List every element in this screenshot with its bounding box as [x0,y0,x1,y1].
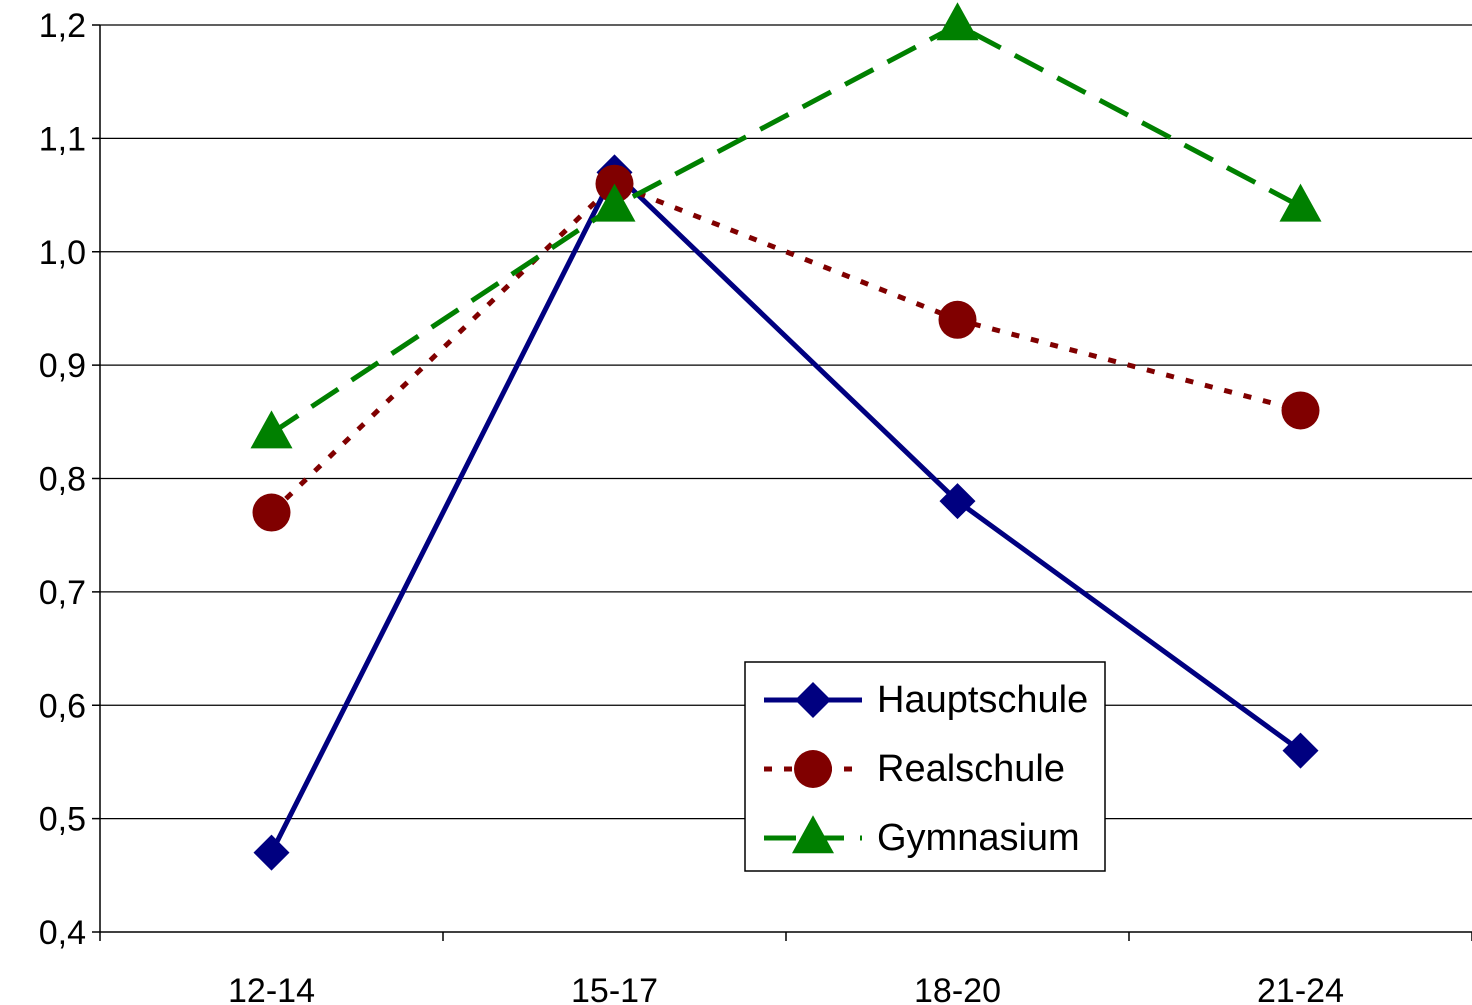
data-point-hauptschule [1282,732,1319,769]
y-tick-label: 0,9 [39,347,86,385]
x-tick-label: 18-20 [914,972,1001,1005]
x-tick-label: 12-14 [228,972,315,1005]
y-tick-label: 0,4 [39,914,86,952]
data-point-realschule [252,493,291,532]
data-point-hauptschule [939,483,976,520]
legend-label-realschule: Realschule [877,748,1065,790]
data-point-hauptschule [253,834,290,871]
data-point-gymnasium [1279,183,1322,222]
series-line-realschule [269,181,1302,515]
y-tick-label: 1,2 [39,7,86,45]
y-tick-label: 0,5 [39,801,86,839]
data-point-gymnasium [936,2,979,41]
legend-label-hauptschule: Hauptschule [877,679,1088,721]
legend-marker [795,682,831,718]
series-lines [250,2,1322,871]
y-tick-label: 1,1 [39,120,86,158]
series-line-hauptschule [269,169,1302,854]
y-tick-labels: 0,4 0,5 0,6 0,7 0,8 0,9 1,0 1,1 1,2 [39,7,86,952]
series-line-layer [269,22,1302,854]
y-tick-label: 0,6 [39,687,86,725]
legend-label-gymnasium: Gymnasium [877,817,1080,859]
axes [92,24,1472,941]
legend-marker-realschule [794,750,832,788]
data-point-gymnasium [593,183,636,222]
legend-marker-hauptschule [795,682,831,718]
y-tick-label: 0,8 [39,461,86,499]
series-line-gymnasium [270,22,1302,436]
x-tick-label: 21-24 [1257,972,1344,1005]
data-point-realschule [938,300,977,339]
data-point-gymnasium [250,410,293,449]
legend-marker-gymnasium [792,815,834,854]
y-tick-label: 1,0 [39,234,86,272]
legend: Hauptschule Realschule Gymnasium [744,661,1106,872]
grid-lines [100,24,1472,820]
legend-marker [792,815,834,854]
x-tick-labels: 12-14 15-17 18-20 21-24 [228,972,1344,1005]
y-tick-label: 0,7 [39,574,86,612]
data-point-realschule [1281,391,1320,430]
series-marker-layer [250,2,1322,871]
x-tick-label: 15-17 [571,972,658,1005]
legend-marker [794,750,832,788]
